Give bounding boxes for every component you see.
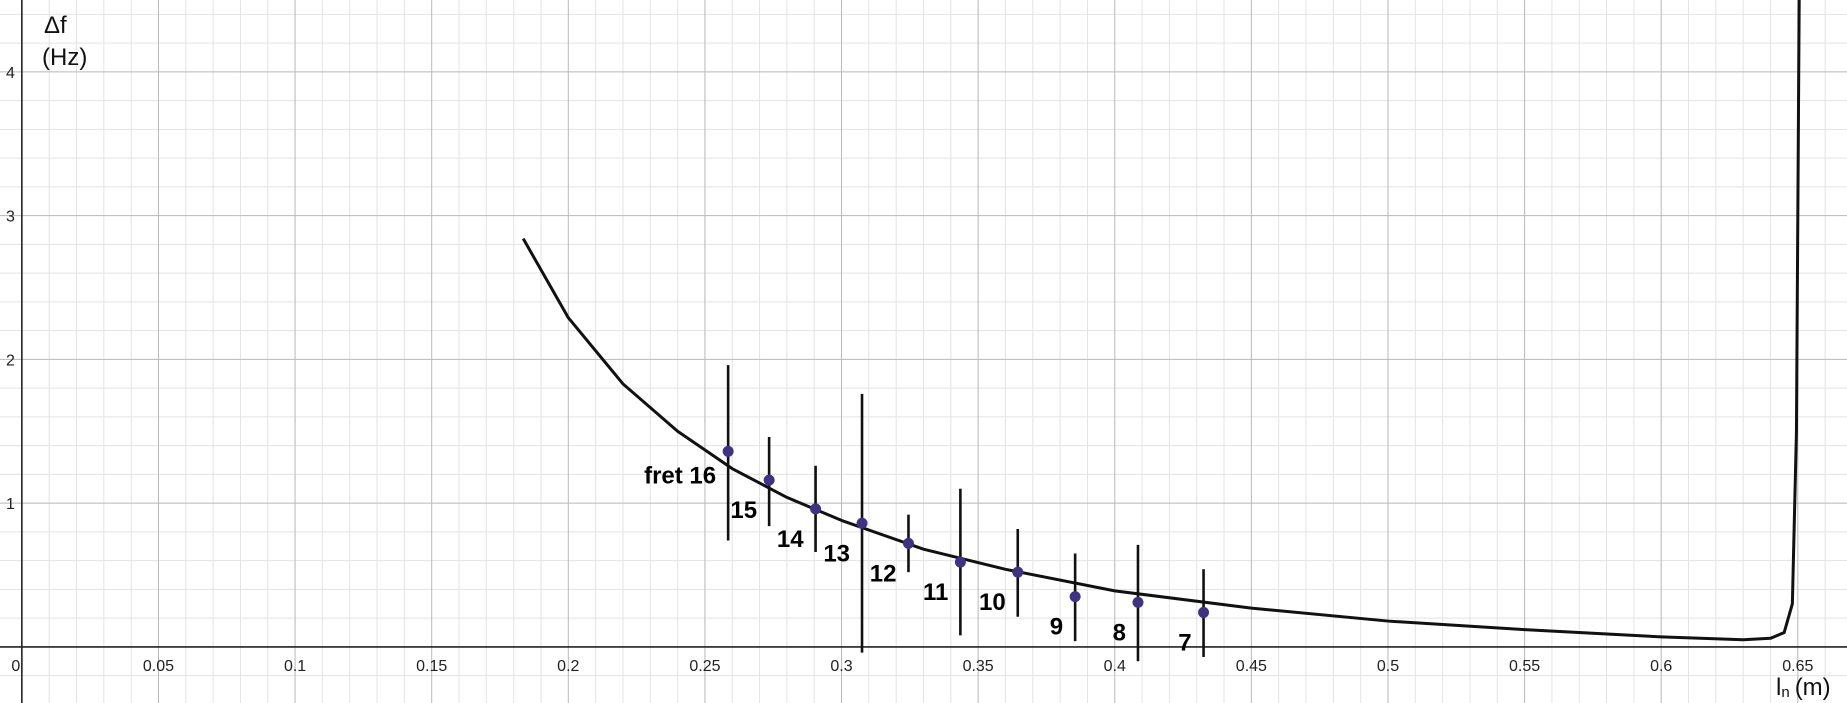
x-tick-label: 0 <box>11 658 20 675</box>
x-tick-label: 0.5 <box>1377 658 1399 675</box>
x-tick-label: 0.2 <box>557 658 579 675</box>
x-tick-label: 0.65 <box>1782 658 1813 675</box>
x-axis-label: ln (m) <box>1776 674 1831 701</box>
data-point <box>1012 566 1024 578</box>
fret-label: 7 <box>1178 629 1191 656</box>
y-tick-label: 2 <box>6 352 15 369</box>
x-tick-label: 0.6 <box>1650 658 1672 675</box>
fret-label: 11 <box>923 579 948 606</box>
y-tick-label: 1 <box>6 496 15 513</box>
data-point <box>954 556 966 568</box>
fret-label: 9 <box>1050 614 1063 641</box>
data-point <box>722 445 734 457</box>
x-tick-label: 0.45 <box>1236 658 1267 675</box>
y-axis-label: Δf <box>44 12 67 39</box>
x-tick-label: 0.3 <box>830 658 852 675</box>
data-point <box>1069 591 1081 603</box>
x-tick-label: 0.15 <box>416 658 447 675</box>
x-tick-label: 0.25 <box>689 658 720 675</box>
fret-label: 12 <box>870 560 897 587</box>
data-point <box>856 517 868 529</box>
x-axis-label-subscript: n <box>1781 684 1789 701</box>
fit-curve-path <box>521 0 1801 642</box>
data-point <box>902 537 914 549</box>
y-tick-label: 4 <box>6 65 15 82</box>
fret-label: fret 16 <box>644 462 716 489</box>
data-point <box>1198 606 1210 618</box>
fret-label: 13 <box>823 540 850 567</box>
fret-label: 10 <box>979 589 1006 616</box>
fret-label: 8 <box>1113 619 1126 646</box>
data-point <box>1132 596 1144 608</box>
x-tick-label: 0.35 <box>963 658 994 675</box>
error-bars <box>726 365 1205 662</box>
fret-label: 14 <box>777 526 804 553</box>
data-point <box>763 474 775 486</box>
x-axis-label-main: l <box>1776 674 1781 701</box>
data-point <box>810 503 822 515</box>
x-tick-label: 0.55 <box>1509 658 1540 675</box>
x-tick-label: 0.1 <box>284 658 306 675</box>
x-axis-label-unit: (m) <box>1795 674 1831 701</box>
data-points <box>722 445 1210 618</box>
y-tick-labels: 1 2 3 4 <box>6 65 15 513</box>
y-axis-unit: (Hz) <box>42 44 87 71</box>
fret-label: 15 <box>730 497 757 524</box>
x-tick-label: 0.05 <box>143 658 174 675</box>
fret-labels: fret 16 15 14 13 12 11 10 9 8 7 <box>644 462 1191 656</box>
fit-curve <box>521 0 1801 642</box>
x-tick-label: 0.4 <box>1104 658 1126 675</box>
y-tick-label: 3 <box>6 209 15 226</box>
x-tick-labels: 0 0.05 0.1 0.15 0.2 0.25 0.3 0.35 0.4 0.45 0.5 0.55… <box>11 658 1813 675</box>
